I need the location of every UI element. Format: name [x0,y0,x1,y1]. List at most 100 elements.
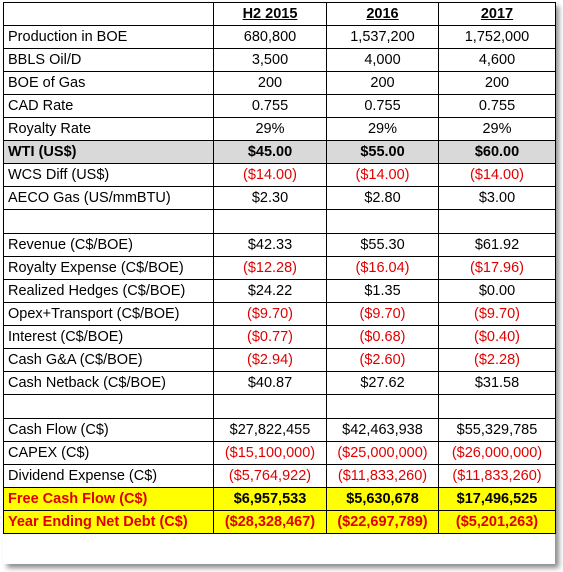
cell-2016[interactable]: $27.62 [326,371,439,395]
blank-cell[interactable] [3,209,214,234]
cell-2016[interactable]: 0.755 [326,94,439,118]
row-label[interactable]: Cash G&A (C$/BOE) [3,348,214,372]
cell-h2-2015[interactable]: $45.00 [213,140,327,164]
row-label[interactable]: Cash Netback (C$/BOE) [3,371,214,395]
cell-2016[interactable]: ($2.60) [326,348,439,372]
cell-2017[interactable]: 0.755 [438,94,556,118]
row-label[interactable]: AECO Gas (US/mmBTU) [3,186,214,210]
cell-2017[interactable]: 1,752,000 [438,25,556,49]
cell-2017[interactable]: ($26,000,000) [438,441,556,465]
cell-2017[interactable]: ($17.96) [438,256,556,280]
table-row-interest: Interest (C$/BOE) ($0.77) ($0.68) ($0.40… [3,325,556,349]
row-label[interactable]: BOE of Gas [3,71,214,95]
blank-cell[interactable] [438,394,556,419]
cell-2017[interactable]: ($5,201,263) [438,510,556,534]
cell-2017[interactable]: $55,329,785 [438,418,556,442]
row-label[interactable]: Realized Hedges (C$/BOE) [3,279,214,303]
row-label[interactable]: BBLS Oil/D [3,48,214,72]
row-label[interactable]: CAPEX (C$) [3,441,214,465]
header-h2-2015[interactable]: H2 2015 [213,2,327,26]
cell-h2-2015[interactable]: 0.755 [213,94,327,118]
row-label[interactable]: CAD Rate [3,94,214,118]
cell-2017[interactable]: ($2.28) [438,348,556,372]
cell-2017[interactable]: $61.92 [438,233,556,257]
cell-2016[interactable]: 200 [326,71,439,95]
blank-cell[interactable] [438,209,556,234]
cell-h2-2015[interactable]: $27,822,455 [213,418,327,442]
cell-h2-2015[interactable]: ($0.77) [213,325,327,349]
table-row-bbls-oil: BBLS Oil/D 3,500 4,000 4,600 [3,48,556,72]
cell-2017[interactable]: ($11,833,260) [438,464,556,488]
blank-cell[interactable] [213,394,327,419]
cell-h2-2015[interactable]: ($5,764,922) [213,464,327,488]
cell-2017[interactable]: 200 [438,71,556,95]
blank-cell[interactable] [213,209,327,234]
cell-2017[interactable]: 4,600 [438,48,556,72]
table-row-royalty-expense: Royalty Expense (C$/BOE) ($12.28) ($16.0… [3,256,556,280]
cell-2016[interactable]: $5,630,678 [326,487,439,511]
cell-2017[interactable]: $31.58 [438,371,556,395]
blank-cell[interactable] [326,394,439,419]
cell-2017[interactable]: $17,496,525 [438,487,556,511]
cell-2017[interactable]: $0.00 [438,279,556,303]
cell-2017[interactable]: ($9.70) [438,302,556,326]
blank-cell[interactable] [3,394,214,419]
header-2017[interactable]: 2017 [438,2,556,26]
cell-2016[interactable]: ($25,000,000) [326,441,439,465]
cell-h2-2015[interactable]: ($12.28) [213,256,327,280]
cell-2016[interactable]: ($9.70) [326,302,439,326]
cell-2017[interactable]: $3.00 [438,186,556,210]
cell-2016[interactable]: 4,000 [326,48,439,72]
cell-2016[interactable]: $55.30 [326,233,439,257]
cell-h2-2015[interactable]: $40.87 [213,371,327,395]
cell-2016[interactable]: ($16.04) [326,256,439,280]
cell-2016[interactable]: 29% [326,117,439,141]
cell-2016[interactable]: ($11,833,260) [326,464,439,488]
cell-h2-2015[interactable]: $24.22 [213,279,327,303]
cell-h2-2015[interactable]: 680,800 [213,25,327,49]
cell-2016[interactable]: $2.80 [326,186,439,210]
cell-2017[interactable]: $60.00 [438,140,556,164]
cell-2016[interactable]: ($14.00) [326,163,439,187]
cell-h2-2015[interactable]: 3,500 [213,48,327,72]
cell-h2-2015[interactable]: ($15,100,000) [213,441,327,465]
row-label[interactable]: Royalty Expense (C$/BOE) [3,256,214,280]
header-corner-cell[interactable] [3,2,214,26]
cell-2016[interactable]: 1,537,200 [326,25,439,49]
blank-cell[interactable] [326,209,439,234]
cell-h2-2015[interactable]: ($14.00) [213,163,327,187]
cell-h2-2015[interactable]: $6,957,533 [213,487,327,511]
cell-2017[interactable]: ($0.40) [438,325,556,349]
table-row-wti: WTI (US$) $45.00 $55.00 $60.00 [3,140,556,164]
table-row-dividend-expense: Dividend Expense (C$) ($5,764,922) ($11,… [3,464,556,488]
cell-2017[interactable]: 29% [438,117,556,141]
table-row-capex: CAPEX (C$) ($15,100,000) ($25,000,000) (… [3,441,556,465]
cell-h2-2015[interactable]: 29% [213,117,327,141]
row-label[interactable]: Revenue (C$/BOE) [3,233,214,257]
row-label[interactable]: WTI (US$) [3,140,214,164]
cell-2016[interactable]: $42,463,938 [326,418,439,442]
row-label[interactable]: Dividend Expense (C$) [3,464,214,488]
cell-2016[interactable]: $1.35 [326,279,439,303]
row-label[interactable]: Royalty Rate [3,117,214,141]
header-2016[interactable]: 2016 [326,2,439,26]
cell-h2-2015[interactable]: ($2.94) [213,348,327,372]
row-label[interactable]: Opex+Transport (C$/BOE) [3,302,214,326]
cell-h2-2015[interactable]: 200 [213,71,327,95]
cell-h2-2015[interactable]: ($28,328,467) [213,510,327,534]
cell-2016[interactable]: $55.00 [326,140,439,164]
row-label[interactable]: Interest (C$/BOE) [3,325,214,349]
table-row-royalty-rate: Royalty Rate 29% 29% 29% [3,117,556,141]
table-row-cash-netback: Cash Netback (C$/BOE) $40.87 $27.62 $31.… [3,371,556,395]
cell-2016[interactable]: ($22,697,789) [326,510,439,534]
row-label[interactable]: Free Cash Flow (C$) [3,487,214,511]
cell-h2-2015[interactable]: $42.33 [213,233,327,257]
cell-2017[interactable]: ($14.00) [438,163,556,187]
row-label[interactable]: WCS Diff (US$) [3,163,214,187]
cell-2016[interactable]: ($0.68) [326,325,439,349]
row-label[interactable]: Production in BOE [3,25,214,49]
row-label[interactable]: Year Ending Net Debt (C$) [3,510,214,534]
cell-h2-2015[interactable]: ($9.70) [213,302,327,326]
row-label[interactable]: Cash Flow (C$) [3,418,214,442]
cell-h2-2015[interactable]: $2.30 [213,186,327,210]
